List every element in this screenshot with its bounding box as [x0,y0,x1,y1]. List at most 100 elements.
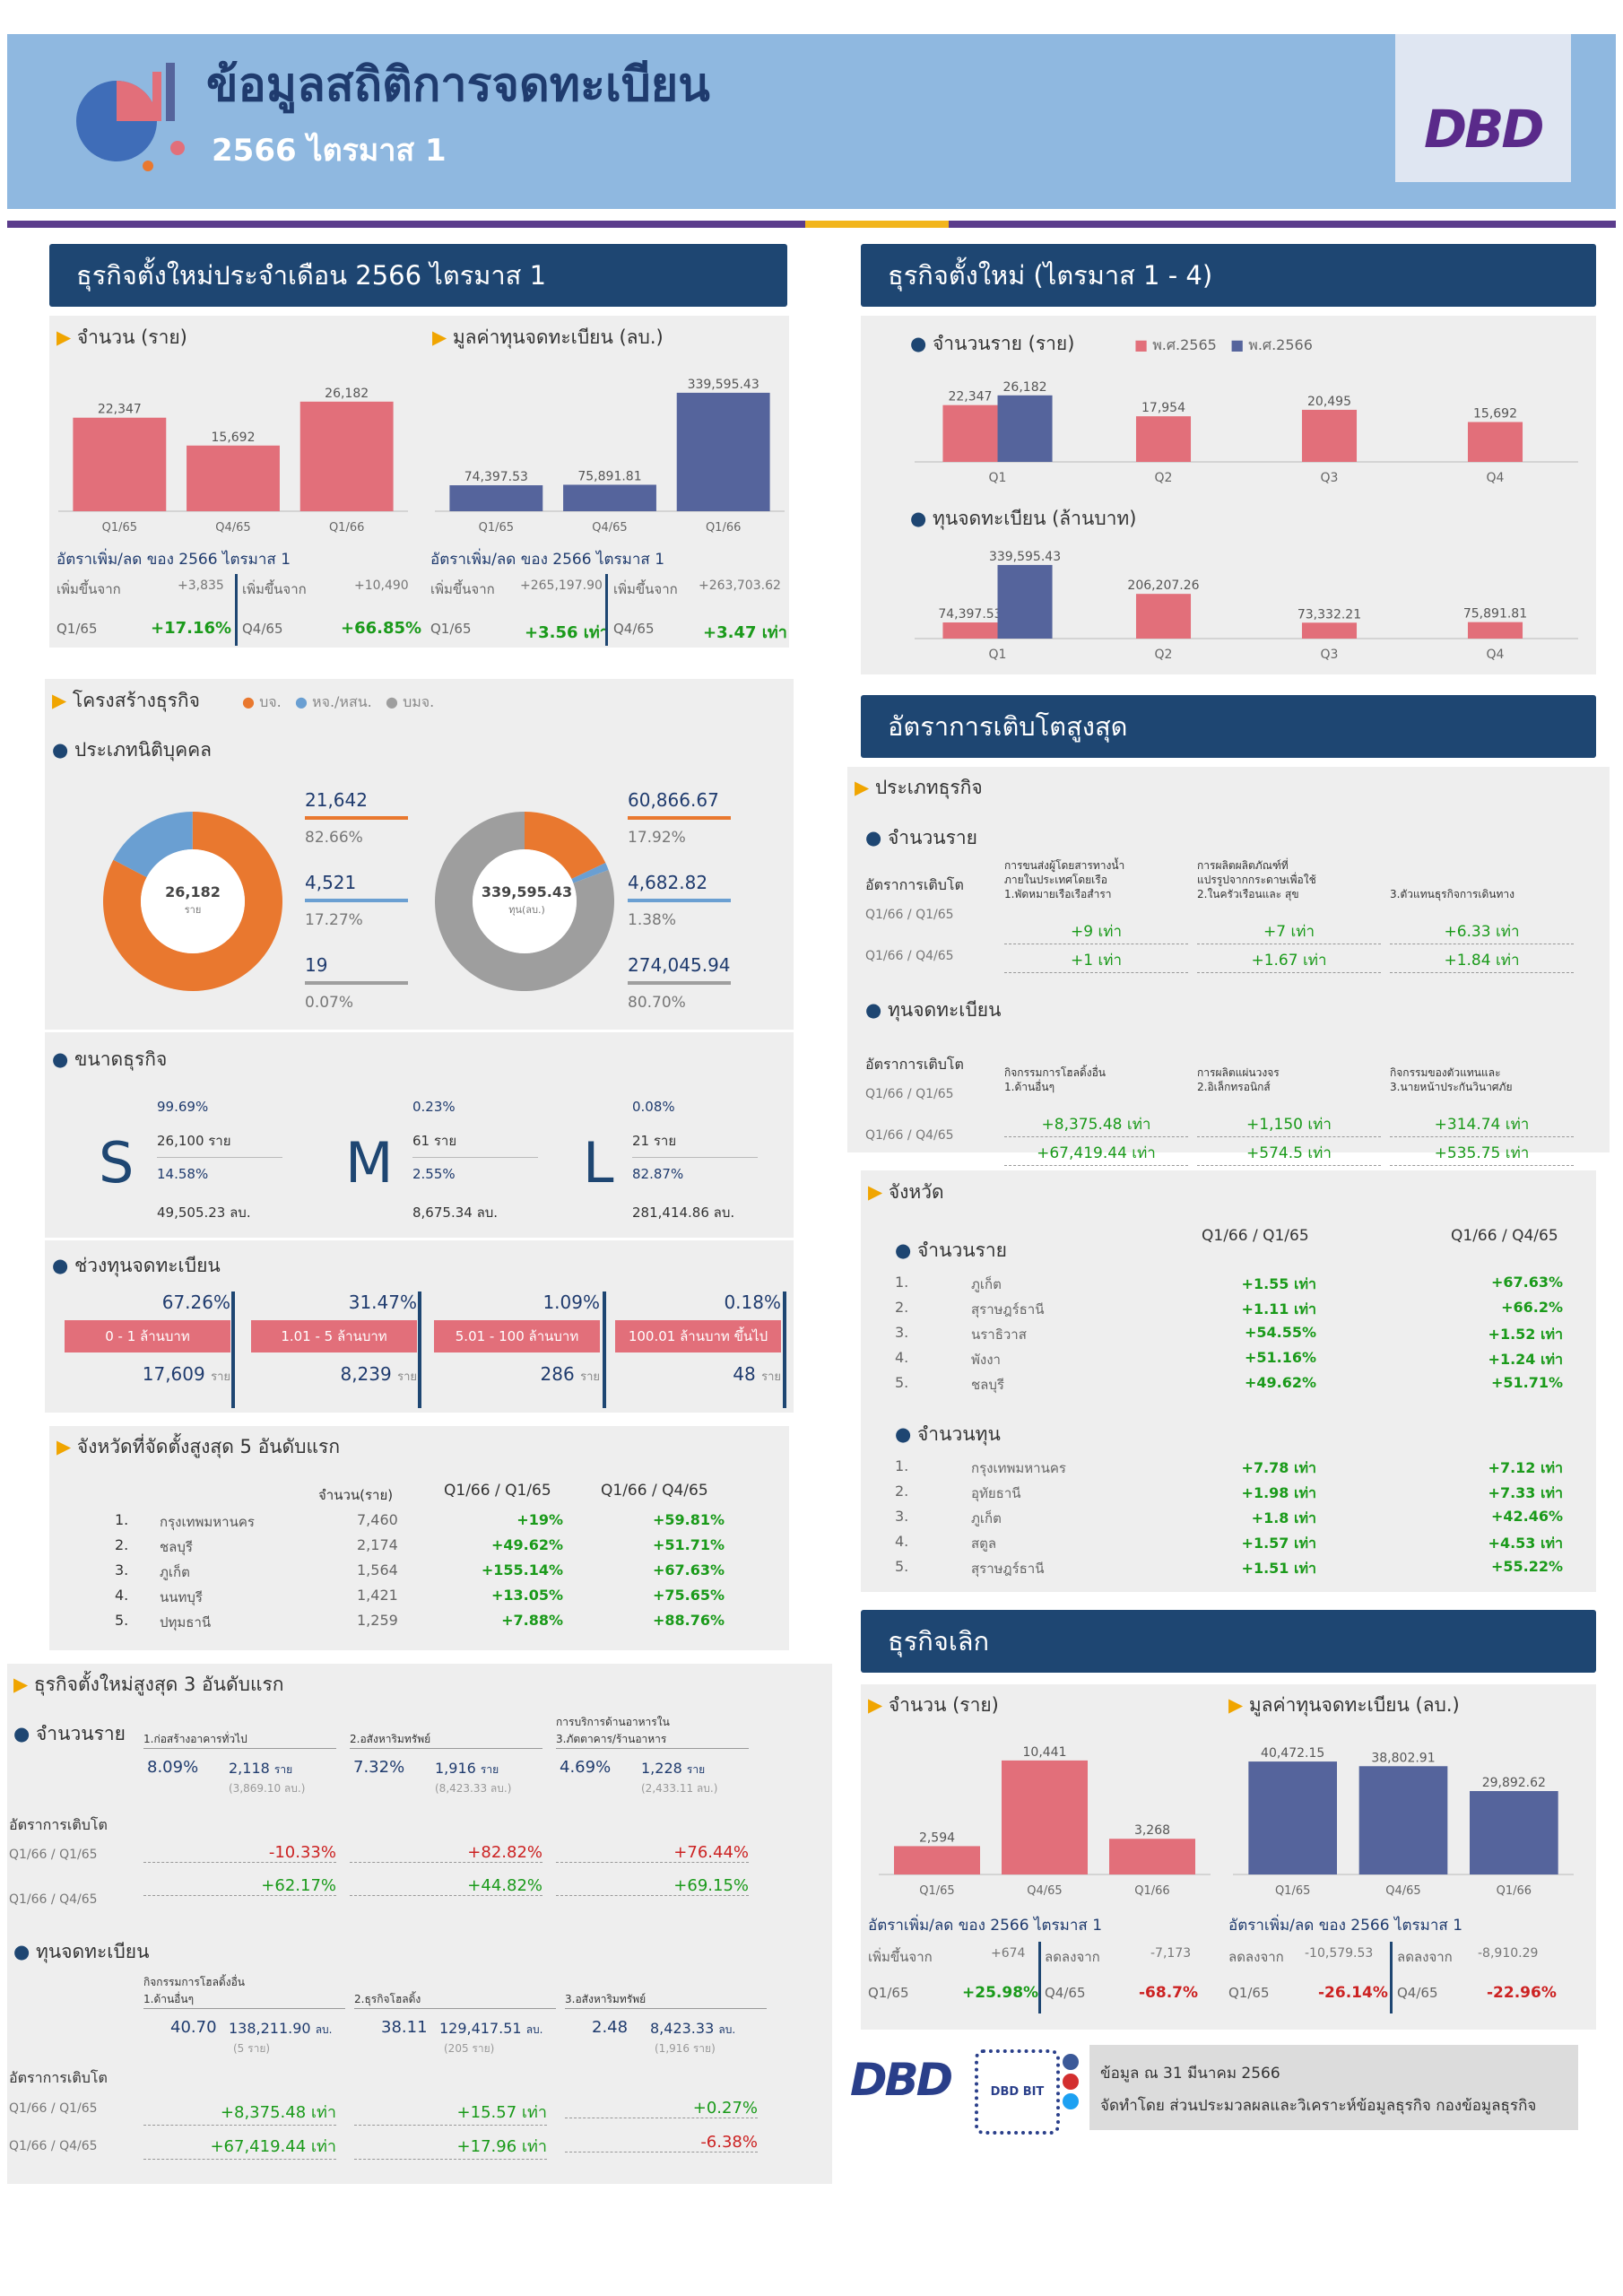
data-label: 26,182 [1003,380,1047,395]
entity-right-stats: 60,866.67 17.92% 4,682.82 1.38% 274,045.… [628,789,731,1012]
top3-capital-item: กิจกรรมการโฮลดิ้งอื่น 1.ด้านอื่นๆ 40.70 1… [143,1973,345,2179]
data-label: 206,207.26 [1127,578,1199,593]
top3-count-title: ● จำนวนราย [13,1723,126,1744]
top3-count-item: การบริการด้านอาหารใน 3.ภัตตาคาร/ร้านอาหาร… [556,1713,749,1901]
bar [1002,1760,1088,1874]
province-panel [861,1170,1596,1592]
table-row: 5. สุราษฎร์ธานี +1.51 เท่า +55.22% [895,1558,1563,1577]
bar [1248,1761,1337,1874]
tick-label: Q4 [1487,471,1505,485]
data-label: 20,495 [1307,395,1351,409]
page-subtitle: 2566 ไตรมาส 1 [212,133,447,169]
donut2-value: 339,595.43 [481,883,573,900]
tick-label: Q4/65 [1027,1884,1062,1898]
bar [1301,622,1358,639]
bar [1109,1839,1195,1874]
province-capital-title: ● จำนวนทุน [895,1423,1001,1445]
table-row: 5. ปทุมธานี 1,259 +7.88% +88.76% [115,1612,725,1631]
bar [1135,416,1192,462]
top5-table: 1. กรุงเทพมหานคร 7,460 +19% +59.81% 2. ช… [115,1511,760,1637]
new-capital-chart: 74,397.53 Q1/65 75,891.81 Q4/65 339,595.43 Q1… [435,378,785,535]
tick-label: Q3 [1321,648,1339,662]
youtube-icon[interactable] [1063,2074,1079,2090]
tick-label: Q1/66 [329,521,364,535]
table-row: 2. อุทัยธานี +1.98 เท่า +7.33 เท่า [895,1483,1563,1501]
rate-cell: Q4/65 +66.85% [242,619,422,638]
top5-panel [49,1426,789,1650]
social-icons[interactable] [1063,2054,1082,2135]
rate-cell: Q4/65 -68.7% [1045,1984,1199,2002]
growth-type-title: ▶ ประเภทธุรกิจ [855,777,983,798]
structure-title: ▶ โครงสร้างธุรกิจ [52,690,200,711]
tick-label: Q4/65 [592,521,627,535]
header-banner [7,34,1616,209]
footer-info-box: ข้อมูล ณ 31 มีนาคม 2566 จัดทำโดย ส่วนประ… [1089,2045,1578,2130]
table-row: 2. สุราษฎร์ธานี +1.11 เท่า +66.2% [895,1299,1563,1318]
data-label: 29,892.62 [1482,1776,1546,1790]
footer-dbd-logo: DBD [850,2054,953,2106]
bar [299,401,394,511]
data-label: 74,397.53 [464,470,528,484]
data-label: 74,397.53 [938,607,1002,622]
slice [525,812,606,880]
tick-label: Q4/65 [1385,1884,1420,1898]
divider [603,1292,606,1408]
legend: ■ พ.ศ.2565 ■ พ.ศ.2566 [1134,336,1313,353]
period-label: Q1/66 / Q4/65 [865,949,954,963]
quarterly-count-chart: 22,347 26,182 Q1 17,954 Q2 20,495 Q3 15,692 Q4 [915,380,1578,485]
divider [783,1292,786,1408]
growth-label: อัตราการเติบโต [9,2069,108,2086]
bar [1467,622,1523,639]
growth-item: การผลิตแผ่นวงจร 2.อิเล็กทรอนิกส์ +1,150 เ… [1197,1031,1381,1166]
dissolve-count-rate-label: อัตราเพิ่ม/ลด ของ 2566 ไตรมาส 1 [868,1917,1103,1935]
range-1: 31.47% 1.01 - 5 ล้านบาท 8,239 ราย [251,1292,417,1408]
tick-label: Q1/65 [1275,1884,1310,1898]
divider [1390,1942,1393,2013]
divider [949,221,1616,228]
section-header-growth: อัตราการเติบโตสูงสุด [861,695,1596,758]
growth-item: การขนส่งผู้โดยสารทางน้ำ ภายในประเทศโดยเรื… [1004,839,1188,973]
bar [187,445,280,511]
data-label: 38,802.91 [1371,1751,1435,1765]
rate-cell: เพิ่มขึ้นจาก +674 [868,1946,1026,1965]
tick-label: Q1/65 [919,1884,954,1898]
data-label: 3,268 [1134,1823,1170,1838]
entity-title: ● ประเภทนิติบุคคล [52,739,213,761]
rate-cell: Q1/65 +25.98% [868,1984,1039,2002]
capital-rate-label: อัตราเพิ่ม/ลด ของ 2566 ไตรมาส 1 [430,551,665,569]
rate-cell: Q1/65 +3.56 เท่า [430,621,609,642]
table-row: 4. นนทบุรี 1,421 +13.05% +75.65% [115,1587,725,1605]
divider [1038,1942,1041,2013]
dissolve-capital-rate-label: อัตราเพิ่ม/ลด ของ 2566 ไตรมาส 1 [1228,1917,1463,1935]
entity-count-donut [103,812,283,991]
size-s: S 99.69% 26,100 ราย 14.58% 49,505.23 ลบ. [99,1090,305,1224]
top5-title: ▶ จังหวัดที่จัดตั้งสูงสุด 5 อันดับแรก [56,1436,341,1457]
province-count-title: ● จำนวนราย [895,1239,1007,1261]
footer-date: ข้อมูล ณ 31 มีนาคม 2566 [1100,2065,1280,2083]
dissolve-capital-label: ▶ มูลค่าทุนจดทะเบียน (ลบ.) [1228,1694,1460,1716]
section-header-quarterly: ธุรกิจตั้งใหม่ (ไตรมาส 1 - 4) [861,244,1596,307]
capital-label: ▶ มูลค่าทุนจดทะเบียน (ลบ.) [432,326,664,348]
table-row: 1. กรุงเทพมหานคร +7.78 เท่า +7.12 เท่า [895,1457,1563,1476]
growth-item: กิจกรรมของตัวแทนและ 3.นายหน้าประกันวินาศภ… [1390,1031,1574,1166]
table-row: 4. สตูล +1.57 เท่า +4.53 เท่า [895,1533,1563,1552]
page-title: ข้อมูลสถิติการจดทะเบียน [206,58,710,112]
facebook-icon[interactable] [1063,2054,1079,2070]
data-label: 339,595.43 [989,550,1061,564]
dbd-bit-logo: DBD BIT [975,2049,1060,2135]
growth-capital-title: ● ทุนจดทะเบียน [865,999,1002,1021]
period-label: Q1/66 / Q4/65 [865,1128,954,1143]
tick-label: Q1/65 [102,521,137,535]
period-label: Q1/66 / Q4/65 [9,1892,98,1907]
logo-box [1395,34,1571,182]
dbd-logo: DBD [1424,99,1544,160]
twitter-icon[interactable] [1063,2093,1079,2109]
period-label: Q1/66 / Q1/65 [9,1848,98,1862]
tick-label: Q1 [989,471,1007,485]
rate-cell: เพิ่มขึ้นจาก +263,703.62 [613,578,781,597]
bar [1301,409,1358,462]
bar [676,392,770,511]
bar [942,622,998,639]
province-title: ▶ จังหวัด [868,1181,944,1203]
entity-capital-donut [434,812,614,991]
